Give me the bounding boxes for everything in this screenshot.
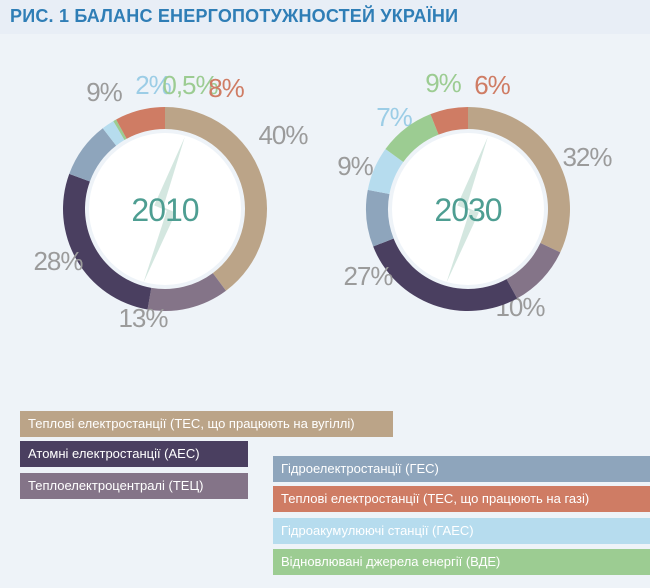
year-label: 2010 <box>131 192 198 228</box>
slice-hpp <box>366 189 394 247</box>
slice-renew <box>385 114 439 162</box>
slice-label-gas_tpp: 8% <box>208 73 244 103</box>
legend-label: Теплові електростанції (ТЕС, що працюють… <box>28 416 355 431</box>
legend-item-hpp: Гідроелектростанції (ГЕС) <box>273 456 650 482</box>
figure-title: РИС. 1 БАЛАНС ЕНЕРГОПОТУЖНОСТЕЙ УКРАЇНИ <box>10 6 459 26</box>
legend-label: Атомні електростанції (АЕС) <box>28 446 200 461</box>
slice-npp <box>62 173 152 310</box>
slice-npp <box>373 238 518 311</box>
legend-label: Гідроелектростанції (ГЕС) <box>281 461 439 476</box>
legend-item-npp: Атомні електростанції (АЕС) <box>20 441 248 467</box>
slice-label-coal_tpp: 32% <box>562 142 612 172</box>
legend-label: Теплоелектроцентралі (ТЕЦ) <box>28 478 204 493</box>
legend-item-gas-tpp: Теплові електростанції (ТЕС, що працюють… <box>273 486 650 512</box>
slice-label-renew: 0,5% <box>162 70 218 100</box>
slice-renew <box>113 119 127 141</box>
slice-label-npp: 27% <box>343 261 393 291</box>
slice-label-hpp: 9% <box>337 151 373 181</box>
slice-label-gas_tpp: 6% <box>474 70 510 100</box>
slice-hpp <box>69 128 117 182</box>
legend-label: Гідроакумулюючі станції (ГАЕС) <box>281 523 474 538</box>
slice-label-renew: 9% <box>425 68 461 98</box>
legend-label: Відновлювані джерела енергії (ВДЕ) <box>281 554 501 569</box>
slice-gas_tpp <box>116 107 165 139</box>
slice-label-coal_tpp: 40% <box>258 120 308 150</box>
year-label: 2030 <box>434 192 501 228</box>
legend-label: Теплові електростанції (ТЕС, що працюють… <box>281 491 590 506</box>
slice-gas_tpp <box>430 107 468 135</box>
slice-label-npp: 28% <box>33 246 83 276</box>
donut-chart-2010: 40%13%28%9% 2%0,5%8%2010 <box>33 70 309 333</box>
slice-coal_tpp <box>468 107 570 253</box>
legend-item-pumped-storage: Гідроакумулюючі станції (ГАЕС) <box>273 518 650 544</box>
legend-item-coal-tpp: Теплові електростанції (ТЕС, що працюють… <box>20 411 393 437</box>
slice-chp <box>147 273 226 311</box>
legend-item-chp: Теплоелектроцентралі (ТЕЦ) <box>20 473 248 499</box>
donut-chart-2030: 32%10%27%9%7%9% 6%2030 <box>337 68 613 322</box>
slice-label-hpp: 9% <box>86 77 122 107</box>
slice-coal_tpp <box>165 107 267 291</box>
slice-pumped <box>367 149 404 195</box>
slice-pumped <box>102 121 125 146</box>
legend-item-renewables: Відновлювані джерела енергії (ВДЕ) <box>273 549 650 575</box>
slice-label-pumped: 2% <box>135 70 171 100</box>
slice-chp <box>506 243 561 299</box>
title-bar: РИС. 1 БАЛАНС ЕНЕРГОПОТУЖНОСТЕЙ УКРАЇНИ <box>0 0 650 34</box>
